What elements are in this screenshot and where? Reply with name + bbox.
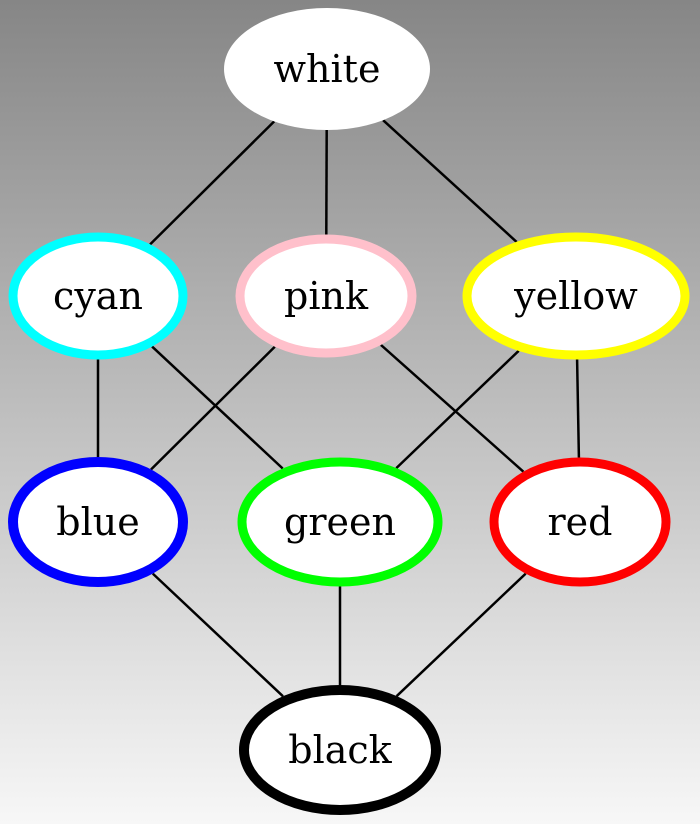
edges-layer (96, 119, 581, 698)
node-cyan: cyan (8, 232, 188, 360)
node-green: green (237, 457, 443, 587)
node-pink: pink (235, 234, 417, 358)
node-black-ellipse (239, 685, 441, 815)
node-red: red (489, 457, 671, 587)
nodes-layer: white cyan pink yellow blue green red black (8, 8, 690, 815)
node-blue-ellipse (8, 457, 188, 587)
node-yellow: yellow (462, 232, 690, 360)
edge-cyan-green (151, 345, 284, 470)
node-blue-label: blue (56, 500, 139, 544)
node-white-label: white (274, 47, 381, 91)
node-pink-ellipse (235, 234, 417, 358)
edge-yellow-red (575, 359, 581, 458)
edge-pink-red (380, 343, 525, 473)
edge-white-yellow (382, 119, 518, 243)
node-yellow-ellipse (462, 232, 690, 360)
edge-blue-black (151, 572, 284, 698)
node-black: black (239, 685, 441, 815)
node-red-ellipse (489, 457, 671, 587)
node-white: white (224, 8, 430, 130)
node-white-ellipse (224, 8, 430, 130)
node-yellow-label: yellow (513, 274, 638, 318)
edge-pink-blue (150, 345, 276, 471)
node-green-label: green (284, 500, 396, 544)
node-blue: blue (8, 457, 188, 587)
edge-red-black (395, 572, 527, 698)
node-red-label: red (548, 500, 613, 544)
node-cyan-label: cyan (53, 274, 143, 318)
node-green-ellipse (237, 457, 443, 587)
node-cyan-ellipse (8, 232, 188, 360)
node-pink-label: pink (284, 274, 369, 318)
node-black-label: black (288, 728, 392, 772)
edge-white-cyan (149, 120, 276, 246)
edge-yellow-green (395, 349, 520, 470)
